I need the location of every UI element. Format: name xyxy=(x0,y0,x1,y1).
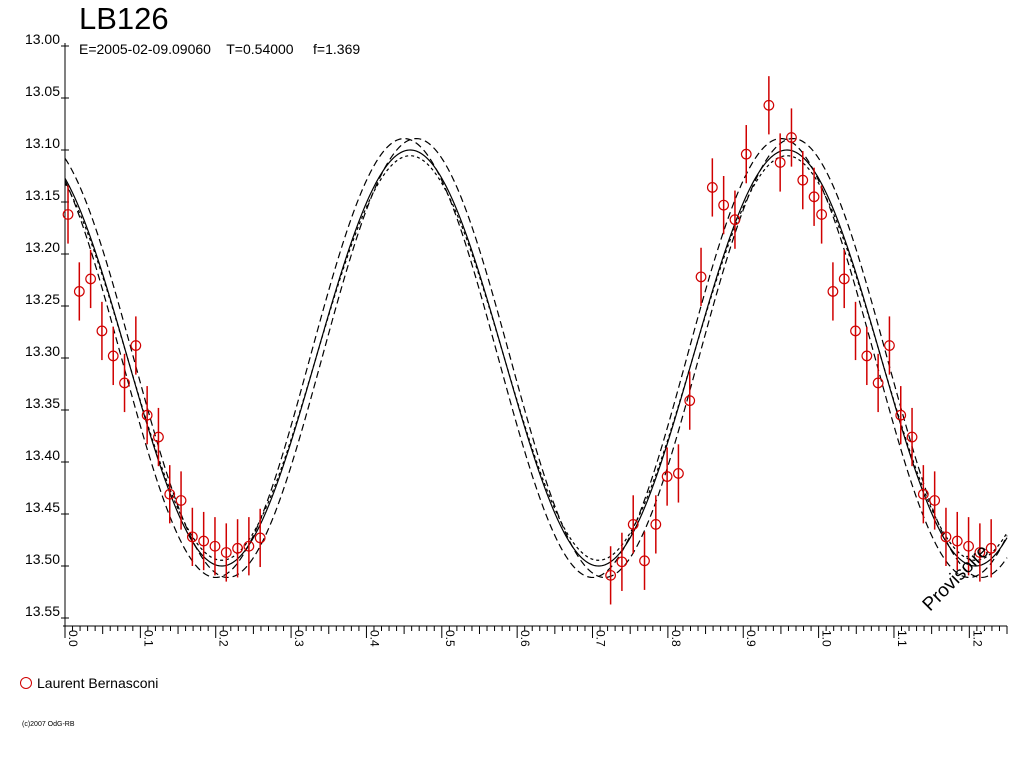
data-point xyxy=(232,542,243,554)
y-tick-label: 13.10 xyxy=(25,135,60,151)
x-tick-label: 0.5 xyxy=(443,630,457,647)
data-point xyxy=(220,547,232,558)
data-point xyxy=(706,182,718,193)
y-tick-label: 13.15 xyxy=(25,187,60,203)
data-point xyxy=(243,540,255,552)
x-tick-label: 0.2 xyxy=(217,630,231,647)
data-point xyxy=(175,495,187,506)
data-point xyxy=(951,535,963,547)
y-tick-label: 13.45 xyxy=(25,499,60,515)
data-point xyxy=(695,271,707,283)
legend-marker-icon xyxy=(20,677,32,689)
data-point xyxy=(153,431,164,443)
data-point xyxy=(673,468,684,479)
data-point xyxy=(895,409,907,421)
data-point xyxy=(186,531,198,543)
data-point xyxy=(62,209,74,220)
data-point xyxy=(605,569,617,581)
data-point xyxy=(861,350,873,362)
y-tick-label: 13.30 xyxy=(25,343,60,359)
y-tick-label: 13.40 xyxy=(25,447,60,463)
data-point xyxy=(963,540,974,552)
data-point xyxy=(209,540,221,552)
data-point xyxy=(808,191,820,203)
y-tick-label: 13.50 xyxy=(25,551,60,567)
data-point xyxy=(786,132,797,143)
data-point xyxy=(198,535,210,547)
data-point xyxy=(627,519,639,530)
data-point xyxy=(73,286,85,297)
y-tick-label: 13.00 xyxy=(25,31,60,47)
data-point xyxy=(729,214,741,226)
model-curve-inner xyxy=(64,155,1008,561)
data-points xyxy=(62,76,997,605)
x-tick-label: 0.3 xyxy=(292,630,306,647)
x-tick-label: 0.4 xyxy=(367,630,381,647)
data-point xyxy=(119,377,130,389)
data-point xyxy=(85,273,97,285)
data-point xyxy=(141,409,153,421)
data-point xyxy=(763,99,775,111)
axes: 13.00 13.05 13.10 13.15 13.20 13.25 13.30 13.35… xyxy=(25,31,1008,647)
data-point xyxy=(884,340,895,351)
y-tick-label: 13.55 xyxy=(25,603,60,619)
chart-title: LB126 xyxy=(79,1,169,36)
data-point xyxy=(850,325,861,337)
data-point xyxy=(650,519,662,530)
provisional-stamp: Provisoire xyxy=(919,541,994,616)
x-tick-label: 0.9 xyxy=(744,630,758,647)
data-point xyxy=(917,488,929,500)
model-curve-upper xyxy=(64,137,1008,579)
data-point xyxy=(797,174,809,186)
data-point xyxy=(164,488,176,500)
data-point xyxy=(107,350,119,362)
data-point xyxy=(96,325,108,337)
y-tick-label: 13.20 xyxy=(25,239,60,255)
data-point xyxy=(838,273,850,285)
data-point xyxy=(827,286,839,297)
legend-label: Laurent Bernasconi xyxy=(37,675,159,691)
x-tick-label: 1.2 xyxy=(970,630,984,647)
data-point xyxy=(130,340,142,351)
model-curve xyxy=(64,149,1008,567)
data-point xyxy=(639,555,650,567)
data-point xyxy=(985,542,997,554)
data-point xyxy=(254,532,266,544)
chart-subtitle: E=2005-02-09.09060 T=0.54000 f=1.369 xyxy=(79,41,361,57)
legend: Laurent Bernasconi xyxy=(20,675,158,691)
x-tick-label: 0.0 xyxy=(66,630,80,647)
data-point xyxy=(774,157,786,168)
data-point xyxy=(974,547,986,558)
data-point xyxy=(872,377,884,389)
x-tick-label: 1.0 xyxy=(820,630,834,647)
data-point xyxy=(616,556,628,568)
model-curve-lower xyxy=(64,137,1008,579)
y-tick-label: 13.35 xyxy=(25,395,60,411)
copyright-note: (c)2007 OdG-RB xyxy=(22,721,75,728)
x-tick-label: 1.1 xyxy=(895,630,909,647)
y-tick-label: 13.25 xyxy=(25,291,60,307)
y-tick-label: 13.05 xyxy=(25,83,60,99)
x-tick-label: 0.8 xyxy=(669,630,683,647)
model-curves xyxy=(64,137,1008,579)
x-tick-label: 0.7 xyxy=(594,630,608,647)
data-point xyxy=(684,395,696,407)
data-point xyxy=(940,531,952,543)
x-tick-label: 0.1 xyxy=(141,630,155,647)
data-point xyxy=(740,148,752,160)
x-tick-label: 0.6 xyxy=(518,630,532,647)
data-point xyxy=(718,199,730,211)
data-point xyxy=(816,209,828,220)
data-point xyxy=(929,495,941,506)
data-point xyxy=(906,431,918,443)
data-point xyxy=(661,471,673,482)
